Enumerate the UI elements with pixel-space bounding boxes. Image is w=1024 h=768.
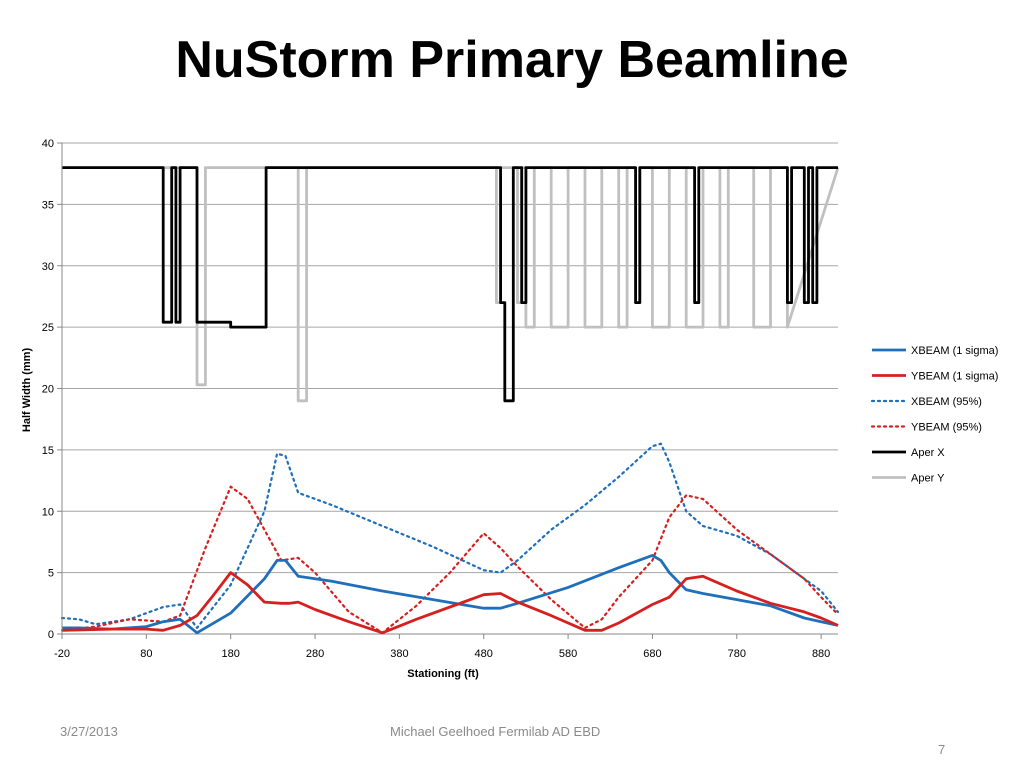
x-tick-label: 580 (559, 648, 577, 660)
y-axis-label: Half Width (mm) (21, 348, 33, 433)
footer-date: 3/27/2013 (60, 724, 118, 739)
x-tick-label: 680 (643, 648, 661, 660)
legend-label: Aper Y (911, 473, 945, 485)
page-number: 7 (938, 742, 946, 757)
x-tick-label: 380 (390, 648, 408, 660)
y-tick-label: 20 (42, 384, 54, 396)
series-line-ybeam-1-sigma (61, 571, 839, 635)
x-tick-label: 280 (306, 648, 324, 660)
x-tick-label: 780 (728, 648, 746, 660)
y-tick-label: 5 (48, 568, 54, 580)
x-tick-label: -20 (54, 648, 70, 660)
y-tick-label: 30 (42, 261, 54, 273)
y-tick-label: 25 (42, 322, 54, 334)
chart-grid (62, 142, 838, 635)
series-line-aper-x (62, 166, 838, 403)
legend-label: YBEAM (95%) (911, 422, 982, 434)
chart-legend: XBEAM (1 sigma) YBEAM (1 sigma) XBEAM (95%… (870, 345, 998, 485)
legend-label: XBEAM (1 sigma) (911, 345, 998, 357)
y-tick-label: 0 (48, 629, 54, 641)
series-line-ybeam-95 (60, 485, 840, 634)
series-line-xbeam-1-sigma (62, 554, 839, 635)
x-tick-label: 480 (475, 648, 493, 660)
x-tick-label: 180 (222, 648, 240, 660)
chart-axes: 0 5 10 15 20 25 30 35 40 -20 80 180 280 380 480 580 680 7… (42, 138, 831, 660)
y-tick-label: 15 (42, 445, 54, 457)
x-tick-label: 80 (140, 648, 152, 660)
legend-label: YBEAM (1 sigma) (911, 371, 998, 383)
chart: 0 5 10 15 20 25 30 35 40 -20 80 180 280 380 480 580 680 7… (21, 138, 998, 680)
legend-label: XBEAM (95%) (911, 396, 982, 408)
y-tick-label: 35 (42, 199, 54, 211)
y-tick-label: 10 (42, 506, 54, 518)
x-axis-label: Stationing (ft) (407, 668, 479, 680)
chart-plot-area (60, 166, 840, 635)
y-tick-label: 40 (42, 138, 54, 150)
legend-label: Aper X (911, 447, 945, 459)
series-line-aper-y (62, 166, 840, 403)
footer-author: Michael Geelhoed Fermilab AD EBD (390, 724, 601, 739)
series-line-xbeam-95 (60, 442, 840, 630)
x-tick-label: 880 (812, 648, 830, 660)
slide-title: NuStorm Primary Beamline (175, 31, 849, 89)
